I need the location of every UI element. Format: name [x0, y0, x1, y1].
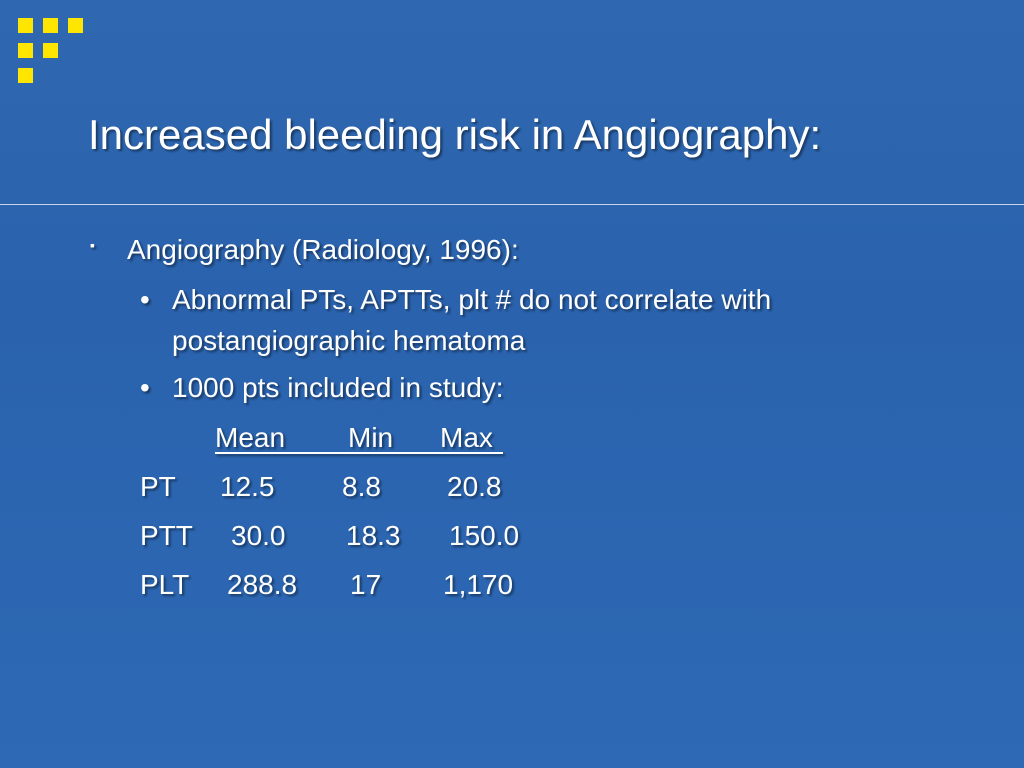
table-header: Max — [440, 422, 493, 453]
decor-square — [18, 43, 33, 58]
bullet-text: 1000 pts included in study: — [172, 372, 504, 403]
row-label: PT — [140, 471, 176, 502]
decor-square — [18, 68, 33, 83]
table-cell: 150.0 — [449, 520, 520, 551]
decor-square — [68, 18, 83, 33]
table-cell: 1,170 — [443, 569, 514, 600]
decor-square — [43, 18, 58, 33]
row-label: PTT — [140, 520, 193, 551]
row-label: PLT — [140, 569, 190, 600]
decor-square — [43, 43, 58, 58]
table-cell: 30.0 — [231, 520, 286, 551]
slide-title: Increased bleeding risk in Angiography: — [88, 111, 822, 158]
table-cell: 20.8 — [447, 471, 502, 502]
bullet-text: Abnormal PTs, APTTs, plt # do not correl… — [172, 284, 772, 356]
table-cell: 17 — [350, 569, 382, 600]
bullet-marker: ▪ — [90, 237, 95, 253]
table-cell: 12.5 — [220, 471, 275, 502]
decor-square — [18, 18, 33, 33]
table-header: Min — [348, 422, 394, 453]
table-cell: 288.8 — [227, 569, 298, 600]
table-header: Mean — [215, 422, 286, 453]
bullet-marker: • — [140, 284, 150, 315]
table-cell: 8.8 — [342, 471, 381, 502]
header-underline — [215, 452, 503, 454]
bullet-text: Angiography (Radiology, 1996): — [127, 234, 519, 265]
bullet-marker: • — [140, 372, 150, 403]
divider — [0, 204, 1024, 205]
table-cell: 18.3 — [346, 520, 401, 551]
